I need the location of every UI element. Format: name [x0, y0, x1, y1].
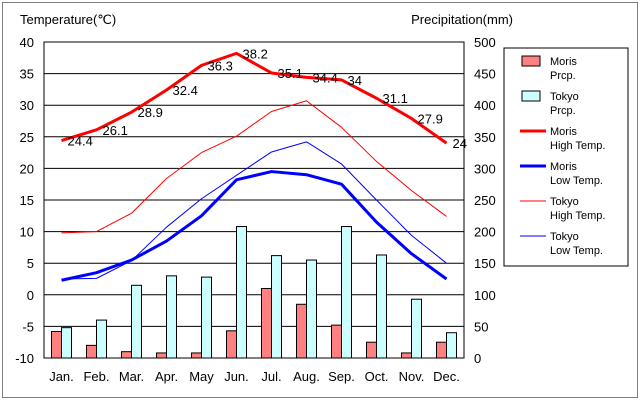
- legend-label: Moris: [550, 126, 577, 138]
- precip-bar-0: [191, 352, 202, 359]
- x-tick-label: Jan.: [49, 369, 74, 384]
- value-label: 31.1: [383, 91, 408, 106]
- value-label: 28.9: [138, 105, 163, 120]
- legend-swatch: [521, 55, 541, 67]
- x-tick-label: Jun.: [224, 369, 249, 384]
- precip-bar-1: [61, 327, 72, 359]
- precipitation-bars: [51, 226, 457, 359]
- y-left-tick-label: 15: [20, 193, 34, 208]
- precip-bar-1: [271, 255, 282, 359]
- y-right-axis-title: Precipitation(mm): [411, 12, 513, 27]
- precip-bar-1: [376, 254, 387, 359]
- value-label: 32.4: [173, 83, 198, 98]
- precip-bar-1: [306, 259, 317, 359]
- x-tick-label: Apr.: [155, 369, 178, 384]
- y-left-tick-label: 0: [27, 288, 34, 303]
- y-left-tick-label: 5: [27, 256, 34, 271]
- precip-bar-0: [401, 352, 412, 359]
- x-tick-label: Mar.: [119, 369, 144, 384]
- y-right-tick-label: 200: [474, 225, 496, 240]
- y-right-tick-label: 400: [474, 98, 496, 113]
- y-right-tick-label: 150: [474, 256, 496, 271]
- y-left-axis-title: Temperature(℃): [20, 12, 116, 27]
- value-label: 26.1: [103, 123, 128, 138]
- y-right-tick-label: 50: [474, 319, 488, 334]
- precip-bar-0: [296, 303, 307, 359]
- y-left-tick-label: 35: [20, 67, 34, 82]
- precip-bar-0: [121, 351, 132, 359]
- y-right-tick-label: 0: [474, 351, 481, 366]
- y-right-tick-label: 300: [474, 161, 496, 176]
- precip-bar-0: [366, 341, 377, 359]
- x-tick-label: Nov.: [399, 369, 425, 384]
- x-tick-label: Feb.: [83, 369, 109, 384]
- y-left-tick-label: 20: [20, 161, 34, 176]
- y-right-tick-label: 100: [474, 288, 496, 303]
- legend-swatch: [521, 90, 541, 102]
- legend-label: Prcp.: [550, 70, 576, 82]
- x-tick-label: Jul.: [261, 369, 281, 384]
- y-left-tick-label: -5: [22, 319, 34, 334]
- legend-label: Tokyo: [550, 91, 579, 103]
- precip-bar-1: [446, 332, 457, 359]
- legend-box: [503, 47, 629, 267]
- value-label: 36.3: [208, 58, 233, 73]
- precip-bar-0: [156, 352, 167, 359]
- x-tick-label: May: [189, 369, 214, 384]
- legend-label: Tokyo: [550, 231, 579, 243]
- temp-line-2: [61, 100, 447, 234]
- gridlines: [44, 73, 464, 327]
- legend-label: Prcp.: [550, 105, 576, 117]
- precip-bar-1: [236, 226, 247, 359]
- y-left-tick-label: 30: [20, 98, 34, 113]
- y-right-tick-label: 250: [474, 193, 496, 208]
- legend-label: Low Temp.: [550, 245, 603, 257]
- precip-bar-0: [261, 287, 272, 359]
- x-tick-label: Aug.: [293, 369, 320, 384]
- precip-bar-0: [436, 341, 447, 359]
- precip-bar-0: [331, 324, 342, 359]
- y-left-tick-label: 40: [20, 35, 34, 50]
- high-temp-value-labels: 24.4 26.1 28.9 32.4 36.3 38.2 35.1 34.4 34 31.1 27…: [68, 46, 467, 151]
- temp-line-1: [61, 170, 448, 282]
- x-tick-label: Sep.: [328, 369, 355, 384]
- legend-label: Moris: [550, 161, 577, 173]
- value-label: 27.9: [418, 111, 443, 126]
- legend-label: High Temp.: [550, 140, 605, 152]
- y-right-tick-label: 350: [474, 130, 496, 145]
- precip-bar-1: [166, 275, 177, 359]
- y-right-tick-label: 450: [474, 67, 496, 82]
- legend-label: Low Temp.: [550, 175, 603, 187]
- precip-bar-1: [411, 298, 422, 359]
- y-right-tick-labels: 0 50 100 150 200 250 300 350 400 450 500: [474, 35, 496, 366]
- y-right-tick-label: 500: [474, 35, 496, 50]
- value-label: 35.1: [278, 66, 303, 81]
- x-tick-label: Dec.: [433, 369, 460, 384]
- value-label: 24.4: [68, 134, 93, 149]
- y-left-tick-labels: -10 -5 0 5 10 15 20 25 30 35 40: [15, 35, 34, 366]
- value-label: 24: [453, 136, 467, 151]
- precip-bar-1: [131, 284, 142, 359]
- value-label: 34: [348, 73, 362, 88]
- y-left-tick-label: 10: [20, 225, 34, 240]
- value-label: 34.4: [313, 70, 338, 85]
- precip-bar-1: [341, 226, 352, 359]
- precip-bar-0: [226, 330, 237, 359]
- x-tick-label: Oct.: [365, 369, 389, 384]
- value-label: 38.2: [243, 46, 268, 61]
- legend: Moris Prcp. Tokyo Prcp. Moris High Temp. Moris…: [503, 47, 629, 267]
- precip-bar-1: [96, 319, 107, 359]
- precip-bar-1: [201, 276, 212, 359]
- legend-label: High Temp.: [550, 210, 605, 222]
- precip-bar-0: [86, 344, 97, 359]
- x-tick-labels: Jan. Feb. Mar. Apr. May Jun. Jul. Aug. Sep. Oct. N…: [49, 369, 460, 384]
- precip-bar-0: [51, 330, 62, 359]
- y-left-tick-label: -10: [15, 351, 34, 366]
- legend-label: Tokyo: [550, 196, 579, 208]
- y-left-tick-label: 25: [20, 130, 34, 145]
- legend-label: Moris: [550, 56, 577, 68]
- temp-line-0: [61, 51, 448, 145]
- temperature-lines: [61, 51, 448, 282]
